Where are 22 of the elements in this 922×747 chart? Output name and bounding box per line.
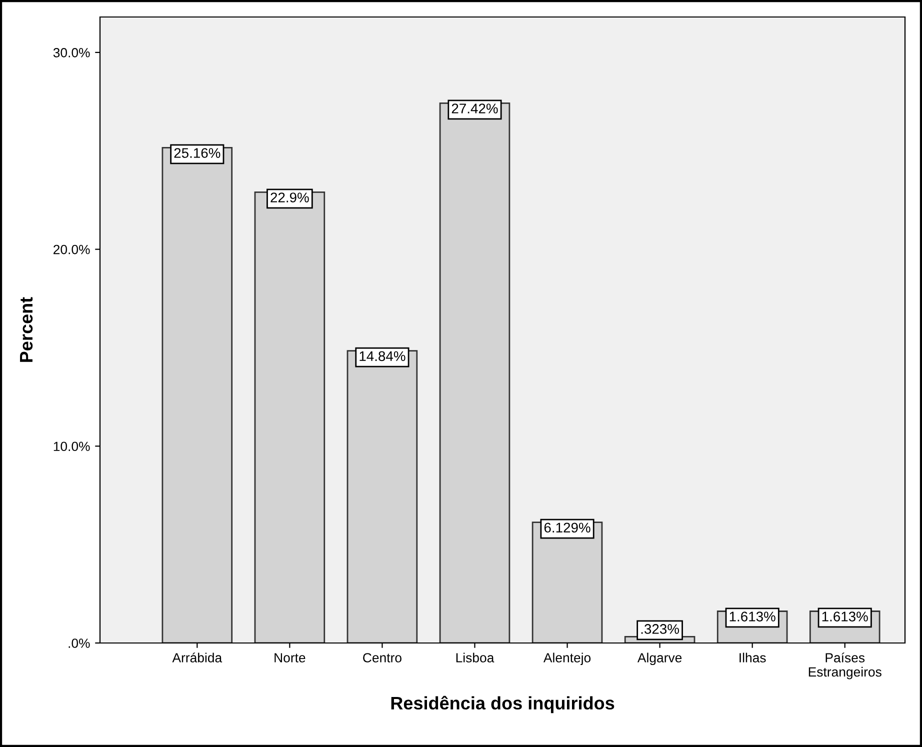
x-tick-label: Norte bbox=[274, 653, 306, 662]
y-tick-label: 30.0% bbox=[53, 48, 90, 58]
data-label: 22.9% bbox=[270, 192, 309, 202]
y-tick-label: .0% bbox=[68, 638, 90, 648]
x-tick-label: Arrábida bbox=[172, 652, 222, 662]
y-tick-label: 20.0% bbox=[54, 244, 90, 254]
data-label: 1.613% bbox=[822, 612, 868, 622]
y-tick-label: 10.0% bbox=[54, 442, 90, 452]
x-axis-title: Residência dos inquiridos bbox=[391, 696, 614, 714]
data-label: 25.16% bbox=[174, 148, 220, 158]
x-tick-label: Algarve bbox=[637, 652, 682, 666]
x-tick-label: Lisboa bbox=[456, 652, 494, 662]
data-label: 6.129% bbox=[544, 522, 590, 533]
x-tick-label: Alentejo bbox=[543, 652, 591, 666]
data-label: 14.84% bbox=[360, 351, 406, 362]
x-tick-label: Centro bbox=[363, 653, 402, 662]
data-label: .323% bbox=[641, 624, 679, 634]
data-label: 27.42% bbox=[452, 104, 498, 114]
y-axis-title: Percent bbox=[20, 297, 33, 362]
x-tick-label: Ilhas bbox=[740, 652, 766, 662]
x-tick-label: Países Estrangeiros bbox=[808, 652, 882, 680]
data-label: 1.613% bbox=[730, 612, 776, 622]
